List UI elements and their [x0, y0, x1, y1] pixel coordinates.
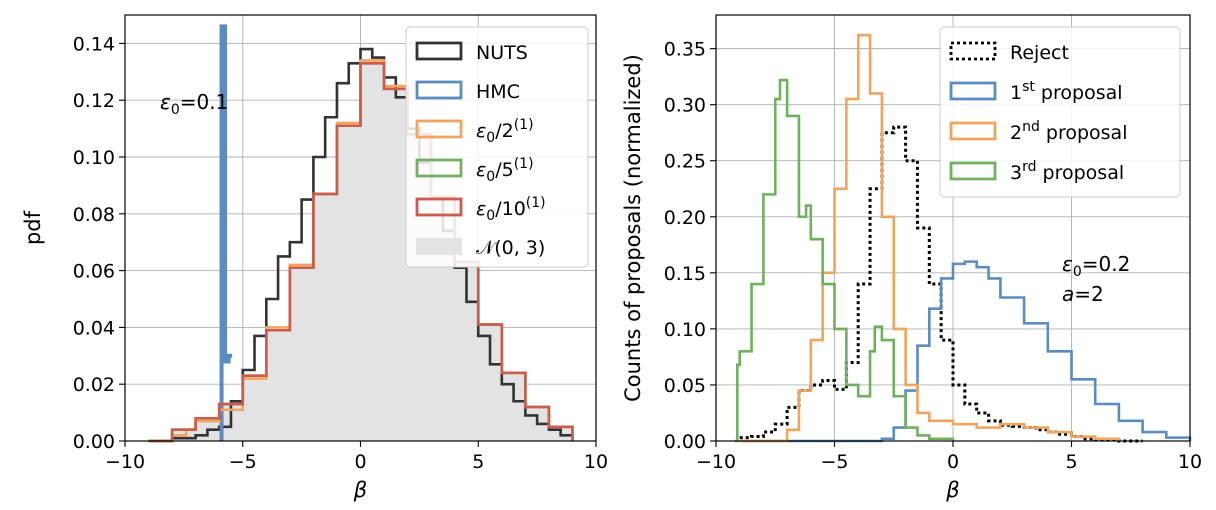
series-p1-line: [739, 260, 1192, 443]
y-tick-label: 0.15: [664, 263, 706, 285]
legend-label-reject: Reject: [1010, 42, 1069, 64]
annotation-0: ε0=0.2: [1062, 252, 1130, 280]
legend: Reject 1st proposal 2nd proposal 3rd propos…: [939, 26, 1181, 198]
legend-label-p1: 1st proposal: [1010, 79, 1123, 104]
legend-label-half: ε0/2(1): [476, 117, 534, 146]
legend-swatch-p2: [949, 121, 997, 141]
x-tick-label: 5: [1065, 451, 1077, 473]
x-tick-label: −5: [229, 451, 257, 473]
y-tick-label: 0.02: [73, 374, 115, 396]
legend-swatch-fifth: [415, 158, 463, 178]
legend-label-p3: 3rd proposal: [1010, 159, 1124, 184]
x-axis-label: β: [353, 478, 367, 502]
legend: NUTS HMC ε0/2(1) ε0/5(1) ε0/10(1) 𝒩(0, 3): [405, 26, 589, 268]
x-tick-label: 5: [472, 451, 484, 473]
series-hmc-line: [219, 24, 233, 441]
y-axis-label: pdf: [21, 210, 45, 245]
y-tick-label: 0.10: [73, 147, 115, 169]
x-tick-label: −10: [696, 451, 736, 473]
x-tick-label: 10: [1178, 451, 1202, 473]
legend-box: [939, 26, 1181, 198]
x-axis-label: β: [945, 478, 959, 502]
y-axis-label: Counts of proposals (normalized): [621, 54, 645, 402]
series-normal-area: [148, 63, 573, 441]
legend-swatch-nuts: [415, 41, 463, 61]
annotation-1: a=2: [1062, 282, 1104, 306]
legend-label-normal: 𝒩(0, 3): [476, 237, 545, 259]
y-tick-label: 0.05: [664, 375, 706, 397]
legend-label-nuts: NUTS: [476, 42, 528, 64]
y-tick-label: 0.10: [664, 319, 706, 341]
y-tick-label: 0.00: [73, 431, 115, 453]
y-tick-label: 0.20: [664, 207, 706, 229]
series-p2-line: [739, 33, 1121, 443]
y-tick-label: 0.04: [73, 317, 115, 339]
legend-swatch-p1: [949, 81, 997, 101]
legend-label-fifth: ε0/5(1): [476, 156, 534, 185]
y-tick-label: 0.14: [73, 33, 115, 55]
x-tick-label: −5: [820, 451, 848, 473]
annotation-0: ε0=0.1: [160, 90, 228, 118]
y-tick-label: 0.25: [664, 151, 706, 173]
y-tick-label: 0.06: [73, 261, 115, 283]
y-tick-label: 0.30: [664, 95, 706, 117]
legend-label-tenth: ε0/10(1): [476, 195, 546, 224]
series-tenth-line: [148, 61, 574, 443]
series-p3-line: [734, 78, 955, 443]
y-tick-label: 0.08: [73, 204, 115, 226]
y-tick-label: 0.35: [664, 39, 706, 61]
x-tick-label: 10: [584, 451, 608, 473]
right-panel-proposals: −10 −5 0 5 10 0.00 0.05 0.10 0.15 0.20 0.25 0.30 0.3…: [621, 14, 1202, 502]
legend-label-hmc: HMC: [476, 81, 520, 103]
left-panel-pdf: −10 −5 0 5 10 0.00 0.02 0.04 0.06 0.08 0.10 0.12 0.1…: [21, 14, 608, 502]
legend-swatch-hmc: [415, 80, 463, 100]
legend-label-p2: 2nd proposal: [1010, 119, 1127, 144]
legend-swatch-tenth: [415, 197, 463, 217]
legend-swatch-normal: [416, 238, 462, 255]
legend-box: [405, 26, 589, 268]
x-tick-label: 0: [947, 451, 959, 473]
x-tick-label: 0: [354, 451, 366, 473]
y-tick-label: 0.00: [664, 431, 706, 453]
legend-swatch-p3: [949, 161, 997, 181]
y-tick-label: 0.12: [73, 90, 115, 112]
x-tick-label: −10: [105, 451, 145, 473]
legend-swatch-half: [415, 119, 463, 139]
